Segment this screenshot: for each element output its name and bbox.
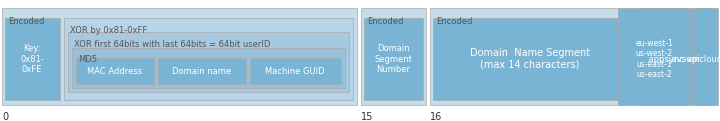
FancyBboxPatch shape	[250, 58, 341, 84]
Text: 16: 16	[430, 112, 442, 121]
Text: Encoded: Encoded	[367, 17, 403, 26]
FancyBboxPatch shape	[433, 18, 627, 100]
FancyBboxPatch shape	[694, 8, 718, 105]
FancyBboxPatch shape	[72, 48, 345, 88]
Text: Encoded: Encoded	[8, 17, 45, 26]
FancyBboxPatch shape	[364, 18, 423, 100]
Text: MAC Address: MAC Address	[87, 67, 143, 76]
FancyBboxPatch shape	[2, 8, 357, 105]
FancyBboxPatch shape	[158, 58, 246, 84]
Text: 15: 15	[361, 112, 374, 121]
Text: Domain
Segment
Number: Domain Segment Number	[374, 44, 412, 74]
FancyBboxPatch shape	[430, 8, 630, 105]
FancyBboxPatch shape	[68, 32, 349, 92]
Text: Domain name: Domain name	[172, 67, 232, 76]
Text: XOR first 64bits with last 64bits = 64bit userID: XOR first 64bits with last 64bits = 64bi…	[74, 40, 271, 49]
Text: eu-west-1
us-west-2
us-east-1
us-east-2: eu-west-1 us-west-2 us-east-1 us-east-2	[635, 39, 673, 79]
Text: Machine GUID: Machine GUID	[265, 67, 325, 76]
Text: Domain  Name Segment
(max 14 characters): Domain Name Segment (max 14 characters)	[470, 48, 590, 70]
Text: Encoded: Encoded	[436, 17, 472, 26]
FancyBboxPatch shape	[361, 8, 426, 105]
Text: .avsvmcloud.com: .avsvmcloud.com	[669, 54, 720, 64]
FancyBboxPatch shape	[618, 8, 690, 105]
FancyBboxPatch shape	[634, 8, 714, 105]
FancyBboxPatch shape	[76, 58, 154, 84]
Text: Key:
0x81-
0xFE: Key: 0x81- 0xFE	[20, 44, 44, 74]
Text: 0: 0	[2, 112, 8, 121]
Text: .appsync-api.: .appsync-api.	[646, 54, 702, 64]
Text: MD5: MD5	[78, 55, 97, 64]
Text: XOR by 0x81-0xFF: XOR by 0x81-0xFF	[70, 26, 148, 35]
FancyBboxPatch shape	[64, 18, 353, 100]
FancyBboxPatch shape	[5, 18, 60, 100]
